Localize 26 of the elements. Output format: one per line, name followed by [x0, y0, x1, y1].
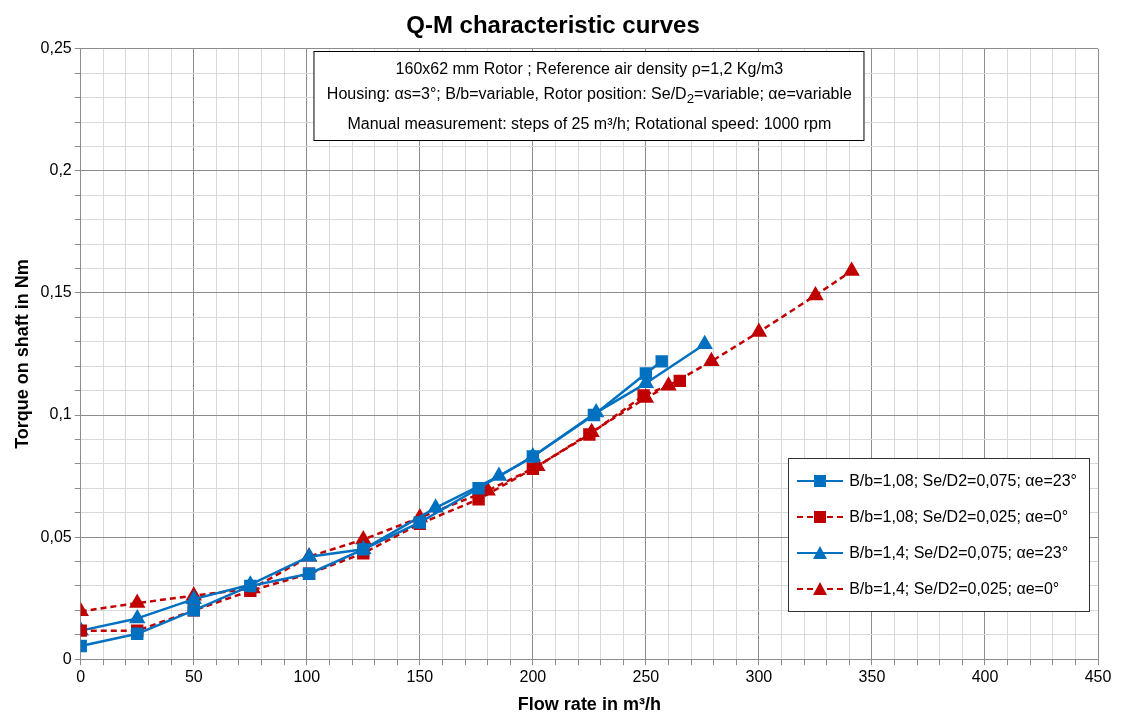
x-tick-label: 150	[406, 668, 434, 686]
x-tick-label: 50	[184, 668, 203, 686]
chart-title: Q-M characteristic curves	[406, 11, 700, 39]
annotation: Manual measurement: steps of 25 m³/h; Rotational speed: 1000 rpm	[346, 114, 833, 134]
legend-label: B/b=1,08; Se/D2=0,025; αe=0°	[849, 507, 1069, 526]
y-tick-label: 0,1	[49, 405, 72, 423]
y-axis-title: Torque on shaft in Nm	[11, 259, 32, 449]
legend-label: B/b=1,4; Se/D2=0,025; αe=0°	[849, 579, 1060, 598]
y-tick-label: 0,25	[40, 39, 72, 57]
x-axis-title: Flow rate in m³/h	[517, 694, 661, 715]
y-tick-label: 0,05	[40, 527, 72, 545]
x-tick-label: 400	[971, 668, 999, 686]
annotation: 160x62 mm Rotor ; Reference air density ρ=1,2 Kg/m3	[394, 58, 785, 79]
legend-label: B/b=1,08; Se/D2=0,075; αe=23°	[849, 471, 1077, 490]
x-tick-label: 200	[519, 668, 547, 686]
x-tick-label: 100	[293, 668, 321, 686]
y-tick-label: 0	[62, 649, 72, 667]
x-tick-label: 0	[76, 668, 86, 686]
y-tick-label: 0,15	[40, 283, 72, 301]
annotation: Housing: αs=3°; B/b=variable, Rotor position: Se/D$_{2}$=variable; αe=variable	[326, 83, 852, 108]
x-tick-label: 250	[632, 668, 660, 686]
x-tick-label: 450	[1084, 668, 1112, 686]
x-tick-label: 350	[858, 668, 886, 686]
legend-label: B/b=1,4; Se/D2=0,075; αe=23°	[849, 543, 1069, 562]
x-tick-label: 300	[745, 668, 773, 686]
y-tick-label: 0,2	[49, 161, 72, 179]
